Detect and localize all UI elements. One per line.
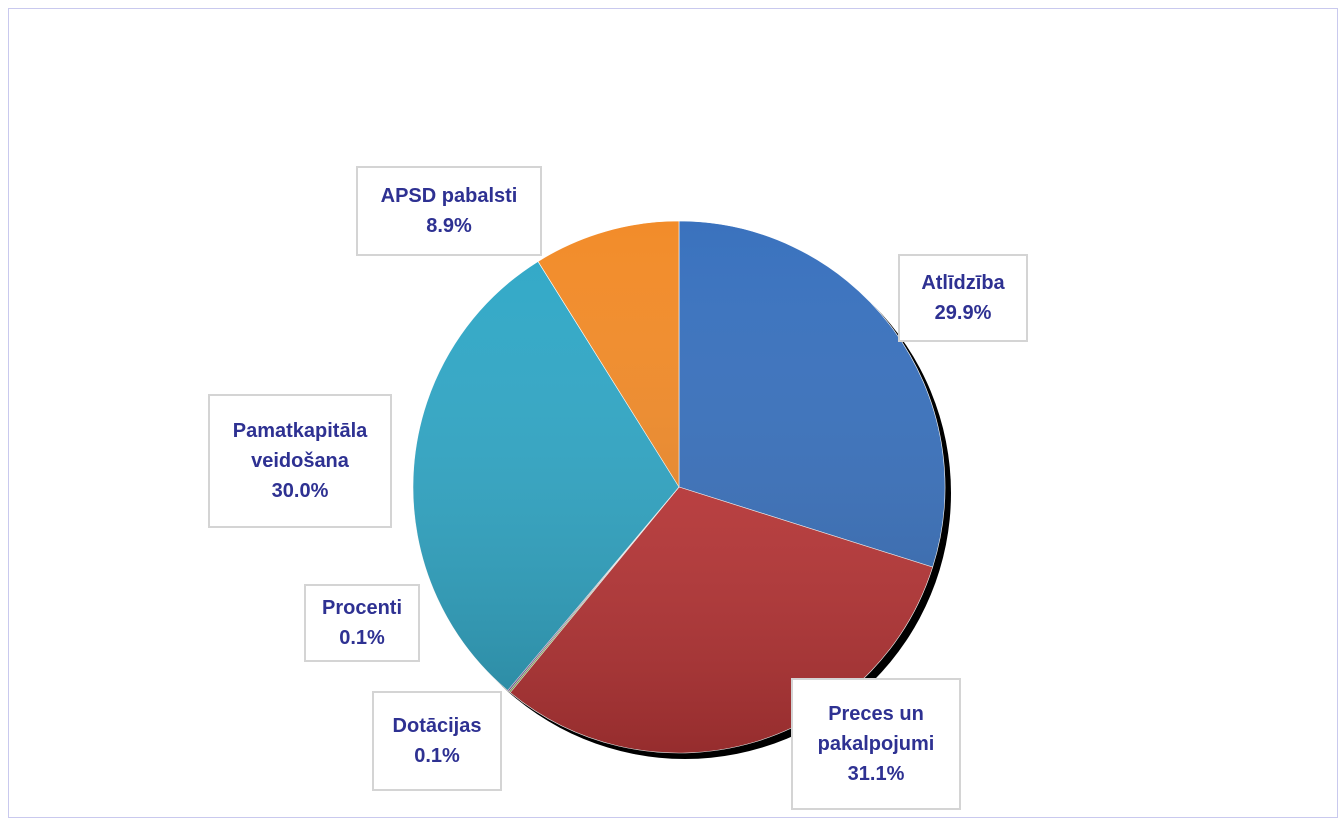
data-label: Atlīdzība 29.9% [898,254,1028,342]
label-category: Atlīdzība [921,272,1005,294]
data-label: Procenti 0.1% [304,584,420,662]
chart-frame: Atlīdzība 29.9% Preces un pakalpojumi 31.1%… [8,8,1338,818]
data-label: Pamatkapitāla veidošana 30.0% [208,394,392,528]
data-label: APSD pabalsti 8.9% [356,166,542,256]
label-category: Procenti [321,597,403,619]
label-category: Pamatkapitāla veidošana [232,420,368,472]
label-value: 8.9% [426,215,472,237]
label-value: 30.0% [271,480,329,502]
data-label: Preces un pakalpojumi 31.1% [791,678,961,810]
label-value: 0.1% [414,745,460,767]
label-value: 0.1% [339,627,385,649]
label-category: APSD pabalsti [380,185,518,207]
label-value: 31.1% [847,763,905,785]
label-category: Dotācijas [392,715,482,737]
label-value: 29.9% [934,302,992,324]
data-label: Dotācijas 0.1% [372,691,502,791]
label-category: Preces un pakalpojumi [817,703,935,755]
